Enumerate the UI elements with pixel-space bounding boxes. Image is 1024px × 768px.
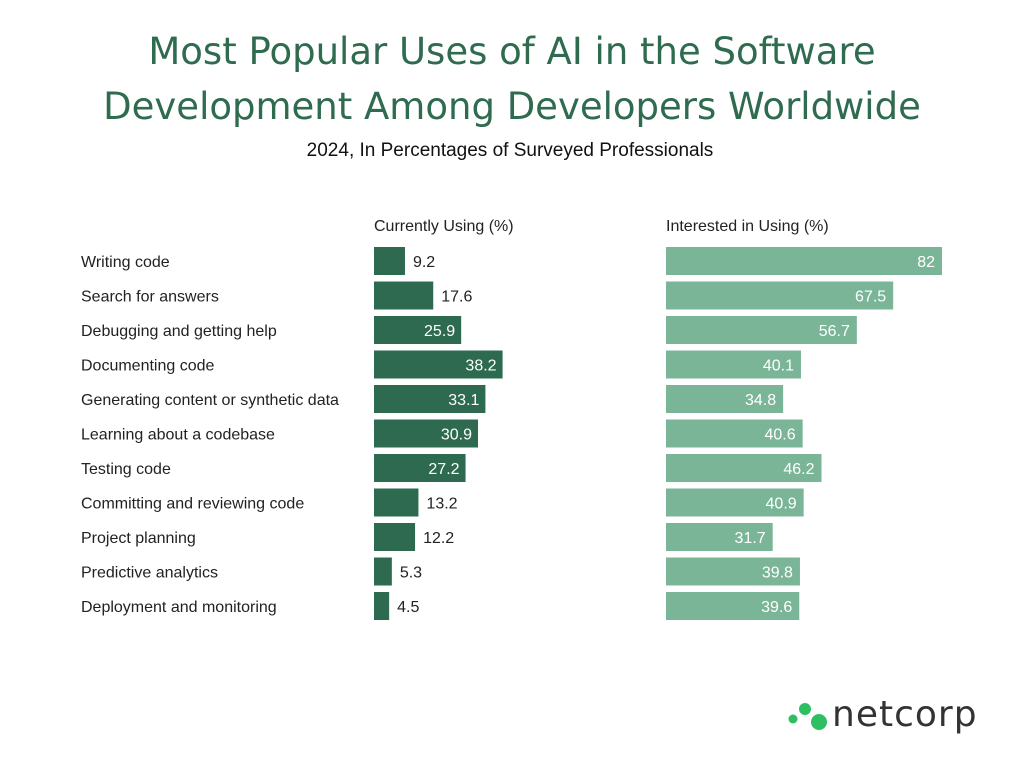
logo-wordmark: netcorp xyxy=(832,694,978,735)
category-label: Writing code xyxy=(81,254,170,271)
category-label: Testing code xyxy=(81,461,171,478)
current-bar xyxy=(374,454,466,482)
logo-dots-icon xyxy=(788,703,827,730)
current-value-label: 12.2 xyxy=(423,530,454,547)
interested-value-label: 31.7 xyxy=(735,530,766,547)
interested-bar xyxy=(666,488,804,517)
current-bar xyxy=(374,592,390,620)
interested-bar xyxy=(666,557,800,586)
category-label: Predictive analytics xyxy=(81,565,218,582)
current-value-label: 4.5 xyxy=(397,599,419,616)
current-value-label: 13.2 xyxy=(426,496,457,513)
interested-value-label: 82 xyxy=(917,254,935,271)
current-value-label: 33.1 xyxy=(448,392,479,409)
interested-value-label: 39.6 xyxy=(761,599,792,616)
interested-value-label: 40.6 xyxy=(765,427,796,444)
category-label: Learning about a codebase xyxy=(81,427,275,444)
interested-bar xyxy=(666,281,894,310)
interested-bar xyxy=(666,454,822,482)
current-bar xyxy=(374,350,503,379)
interested-bar xyxy=(666,247,942,275)
current-bar xyxy=(374,523,416,551)
current-bar xyxy=(374,419,479,448)
category-label: Debugging and getting help xyxy=(81,323,277,340)
interested-bar xyxy=(666,316,857,344)
chart-title-line-1: Most Popular Uses of AI in the Software xyxy=(148,30,876,73)
current-bar xyxy=(374,557,392,586)
interested-panel-title: Interested in Using (%) xyxy=(666,218,829,235)
chart-title-line-2: Development Among Developers Worldwide xyxy=(103,85,921,128)
current-value-label: 25.9 xyxy=(424,323,455,340)
interested-bar xyxy=(666,592,800,620)
interested-value-label: 67.5 xyxy=(855,289,886,306)
interested-value-label: 46.2 xyxy=(783,461,814,478)
current-bar xyxy=(374,488,419,517)
category-label: Generating content or synthetic data xyxy=(81,392,339,409)
interested-value-label: 40.1 xyxy=(763,358,794,375)
current-value-label: 27.2 xyxy=(428,461,459,478)
interested-bar xyxy=(666,385,784,413)
interested-value-label: 34.8 xyxy=(745,392,776,409)
current-value-label: 38.2 xyxy=(465,358,496,375)
category-label: Committing and reviewing code xyxy=(81,496,304,513)
category-label: Documenting code xyxy=(81,358,215,375)
category-label: Project planning xyxy=(81,530,196,547)
interested-value-label: 39.8 xyxy=(762,565,793,582)
current-bar xyxy=(374,247,405,275)
current-value-label: 17.6 xyxy=(441,289,472,306)
netcorp-logo: netcorp xyxy=(784,694,1004,742)
category-label: Deployment and monitoring xyxy=(81,599,277,616)
current-value-label: 30.9 xyxy=(441,427,472,444)
current-bar xyxy=(374,385,486,413)
current-bar xyxy=(374,316,462,344)
current-value-label: 5.3 xyxy=(400,565,422,582)
interested-value-label: 40.9 xyxy=(766,496,797,513)
interested-value-label: 56.7 xyxy=(819,323,850,340)
interested-bar xyxy=(666,350,801,379)
chart-title: Most Popular Uses of AI in the Software … xyxy=(0,24,1024,134)
interested-bar xyxy=(666,523,773,551)
current-panel-title: Currently Using (%) xyxy=(374,218,514,235)
category-label: Search for answers xyxy=(81,289,219,306)
current-bar xyxy=(374,281,434,310)
interested-bar xyxy=(666,419,803,448)
current-value-label: 9.2 xyxy=(413,254,435,271)
chart-subtitle: 2024, In Percentages of Surveyed Profess… xyxy=(306,140,714,161)
